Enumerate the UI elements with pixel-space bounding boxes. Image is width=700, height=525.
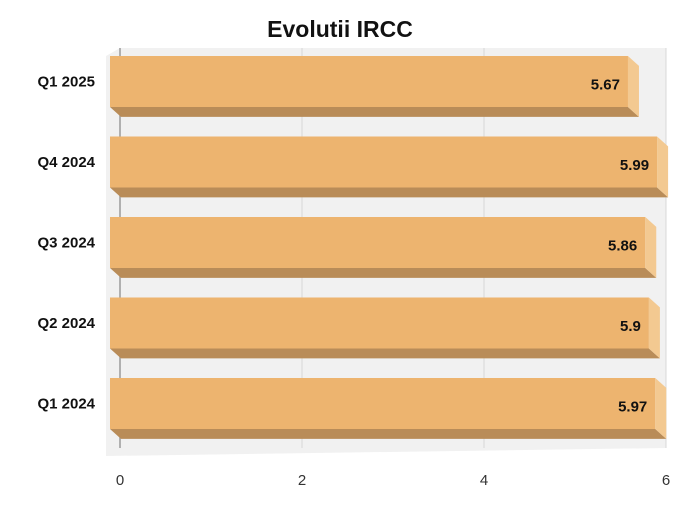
value-label: 5.9 — [620, 318, 641, 335]
x-tick-label: 4 — [480, 472, 488, 489]
bar-end-face — [645, 217, 657, 278]
category-label: Q4 2024 — [37, 154, 95, 171]
category-label: Q2 2024 — [37, 315, 95, 332]
x-tick-label: 0 — [116, 472, 124, 489]
category-labels: Q1 2025 Q4 2024 Q3 2024 Q2 2024 Q1 2024 — [37, 74, 95, 413]
bar-end-face — [657, 136, 669, 198]
bar-face — [110, 56, 628, 107]
bar-end-face — [648, 297, 660, 359]
bar — [110, 378, 667, 439]
value-label: 5.67 — [591, 77, 620, 94]
x-axis-ticks: 0 2 4 6 — [116, 472, 670, 489]
bar-bottom-face — [110, 348, 660, 359]
value-labels: 5.67 5.99 5.86 5.9 5.97 — [591, 77, 649, 416]
bar-face — [110, 297, 649, 349]
value-label: 5.86 — [608, 238, 637, 255]
value-label: 5.99 — [620, 157, 649, 174]
bar-bottom-face — [110, 429, 667, 439]
category-label: Q1 2025 — [37, 74, 95, 91]
bar — [110, 56, 639, 117]
x-tick-label: 2 — [298, 472, 306, 489]
bar-bottom-face — [110, 187, 669, 198]
bar-face — [110, 378, 656, 429]
bars — [110, 56, 669, 439]
category-label: Q1 2024 — [37, 396, 95, 413]
bar — [110, 297, 660, 359]
bar — [110, 217, 657, 278]
bar-bottom-face — [110, 107, 639, 117]
bar-end-face — [627, 56, 639, 117]
x-tick-label: 6 — [662, 472, 670, 489]
bar-face — [110, 136, 658, 188]
bar-end-face — [655, 378, 667, 439]
bar — [110, 136, 669, 198]
bar-bottom-face — [110, 268, 657, 278]
bar-face — [110, 217, 646, 268]
chart-title: Evolutii IRCC — [267, 16, 413, 42]
value-label: 5.97 — [618, 399, 647, 416]
category-label: Q3 2024 — [37, 235, 95, 252]
